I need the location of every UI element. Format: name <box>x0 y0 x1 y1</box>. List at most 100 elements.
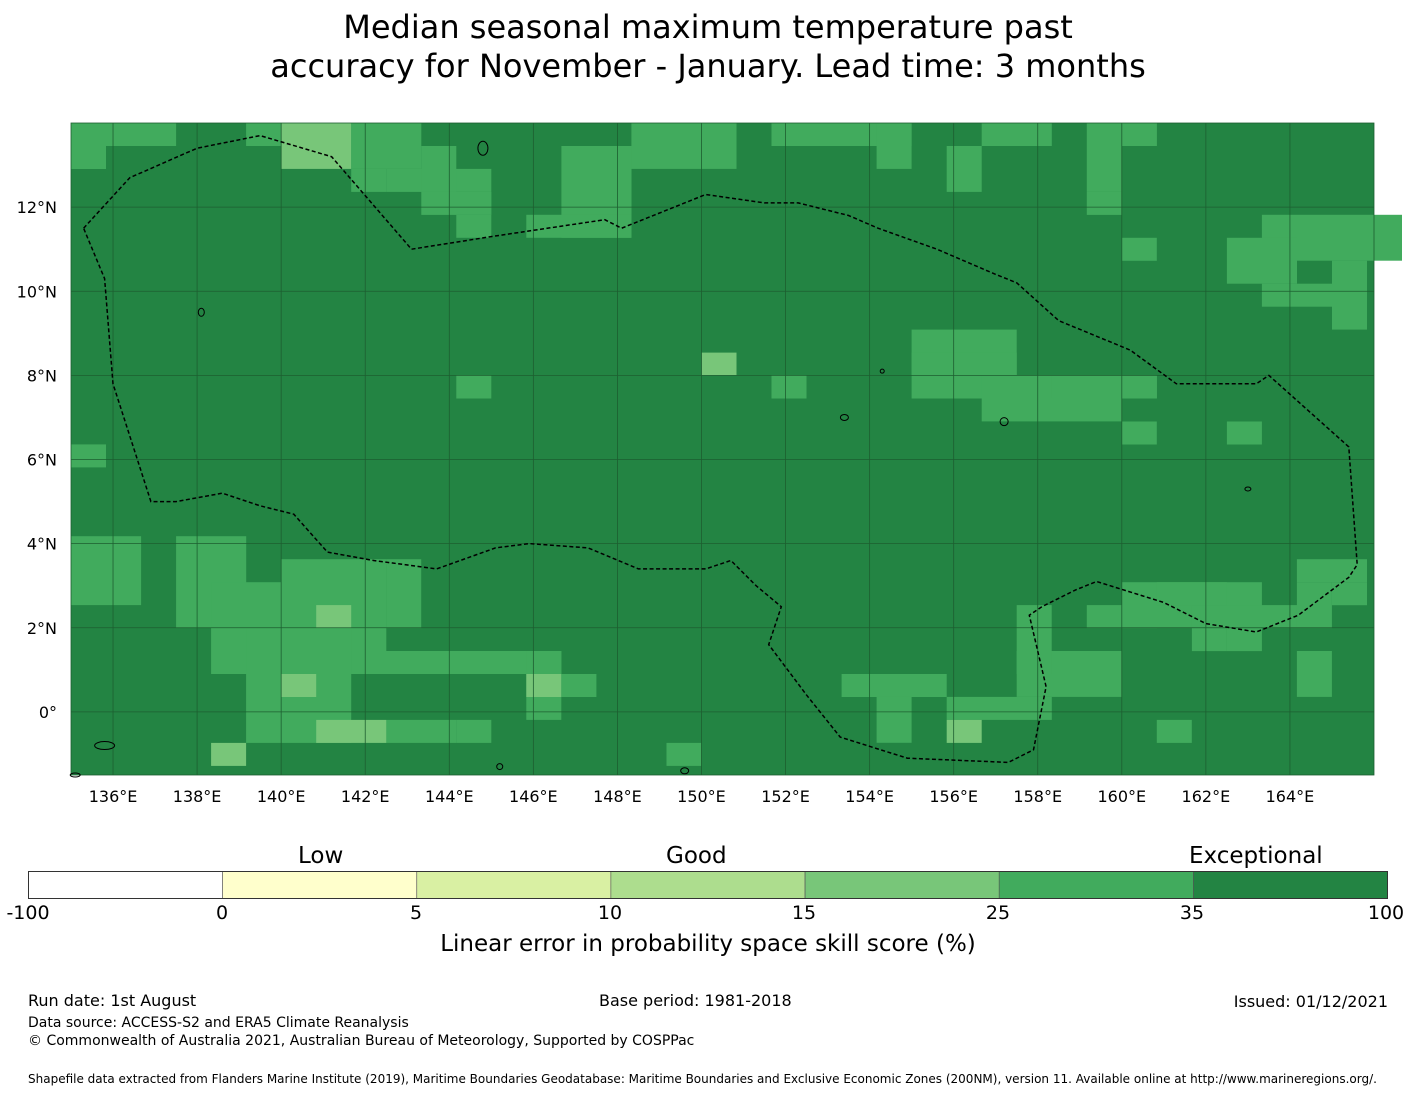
lon-tick-label: 162°E <box>1182 787 1231 806</box>
island-outline <box>1244 486 1252 492</box>
lat-tick-label: 12°N <box>17 198 57 217</box>
cell-good-high <box>1016 605 1052 674</box>
cell-good-high <box>1121 421 1157 445</box>
lon-tick-label: 136°E <box>89 787 138 806</box>
longitude-tick-labels: 136°E 138°E 140°E 142°E 144°E 146°E 148°E 150°E… <box>89 787 1315 806</box>
cell-good-high <box>421 191 492 215</box>
cell-good-high <box>631 123 737 169</box>
colorbar-segment <box>1193 871 1388 899</box>
island-outline <box>999 417 1009 427</box>
cell-good-high <box>1156 719 1192 743</box>
cell-good-high <box>526 214 632 238</box>
cell-good-mid <box>316 605 352 629</box>
cell-good-high <box>841 674 947 697</box>
data-source: Data source: ACCESS-S2 and ERA5 Climate … <box>28 1015 409 1031</box>
cell-good-high <box>561 674 597 697</box>
cell-good-high <box>771 375 807 399</box>
cell-good-high <box>351 123 422 169</box>
cell-good-high <box>71 146 106 169</box>
lon-tick-label: 156°E <box>929 787 978 806</box>
lat-tick-label: 0° <box>39 703 57 722</box>
cell-good-high <box>876 696 912 743</box>
lat-tick-label: 2°N <box>27 619 57 638</box>
chart-title-line-1: Median seasonal maximum temperature past <box>343 8 1073 46</box>
island-outline <box>680 767 690 775</box>
cell-good-high <box>1226 421 1262 445</box>
cell-good-high <box>1086 146 1122 192</box>
cell-good-high <box>351 168 387 192</box>
skill-grid-cells <box>71 123 1402 775</box>
lon-tick-label: 164°E <box>1266 787 1315 806</box>
latitude-tick-labels: 12°N 10°N 8°N 6°N 4°N 2°N 0° <box>17 198 57 722</box>
copyright: © Commonwealth of Australia 2021, Austra… <box>28 1033 695 1049</box>
cell-good-mid <box>701 352 737 376</box>
lon-tick-label: 142°E <box>341 787 390 806</box>
colorbar-segment <box>610 871 806 899</box>
colorbar-tick: 5 <box>409 902 423 924</box>
cell-good-high <box>1296 582 1332 629</box>
base-period: Base period: 1981-2018 <box>599 991 792 1010</box>
lon-tick-label: 158°E <box>1013 787 1062 806</box>
cell-good-high <box>1121 375 1157 399</box>
colorbar-tick: -100 <box>6 902 50 924</box>
cell-good-high <box>1086 191 1122 215</box>
colorbar-tick: 25 <box>985 902 1011 924</box>
cell-good-high <box>1156 582 1227 606</box>
map-gridlines <box>70 122 1375 776</box>
colorbar-segment <box>804 871 1000 899</box>
cell-good-high <box>1332 582 1367 606</box>
cell-good-mid <box>281 674 317 697</box>
cell-good-high <box>71 123 177 146</box>
cell-good-high <box>1296 559 1367 583</box>
lat-tick-label: 10°N <box>17 282 57 301</box>
cell-good-high <box>876 123 912 146</box>
lon-tick-label: 152°E <box>761 787 810 806</box>
colorbar-tick: 15 <box>791 902 817 924</box>
island-outline <box>94 741 116 751</box>
cell-good-high <box>1191 605 1297 629</box>
colorbar-segment <box>28 871 223 899</box>
cell-good-high <box>456 214 492 238</box>
cell-good-high <box>386 719 457 743</box>
lon-tick-label: 144°E <box>425 787 474 806</box>
cell-good-high <box>71 444 106 468</box>
cell-good-high <box>771 123 877 146</box>
cell-good-mid <box>316 719 387 743</box>
colorbar-tick: 100 <box>1367 902 1405 924</box>
issued-date: Issued: 01/12/2021 <box>1233 992 1388 1011</box>
cell-good-high <box>1296 651 1332 697</box>
lon-tick-label: 146°E <box>509 787 558 806</box>
colorbar-tick: 10 <box>597 902 623 924</box>
cell-good-high <box>1121 237 1157 261</box>
colorbar-segment <box>222 871 418 899</box>
island-outline <box>879 368 885 374</box>
cell-good-high <box>1191 628 1227 652</box>
island-outline <box>496 763 504 771</box>
cell-good-high <box>1261 283 1332 307</box>
island-outline <box>839 413 849 421</box>
cell-good-high <box>71 536 142 606</box>
colorbar-category-exceptional: Exceptional <box>1189 843 1323 869</box>
colorbar <box>28 871 1388 899</box>
colorbar-segment <box>998 871 1194 899</box>
cell-good-high <box>946 146 982 192</box>
cell-good-high <box>1226 237 1297 284</box>
cell-good-high <box>946 696 1052 720</box>
cell-good-mid <box>526 674 562 697</box>
cell-good-high <box>421 146 457 192</box>
cell-good-high <box>456 719 492 743</box>
cell-good-mid <box>946 719 982 743</box>
cell-good-high <box>456 375 492 399</box>
lon-tick-label: 160°E <box>1097 787 1146 806</box>
colorbar-tick: 35 <box>1179 902 1205 924</box>
colorbar-label: Linear error in probability space skill … <box>440 931 976 957</box>
colorbar-category-good: Good <box>666 843 727 869</box>
cell-good-high <box>1332 260 1367 330</box>
cell-good-mid <box>211 742 247 766</box>
cell-good-high <box>1226 628 1262 652</box>
lat-tick-label: 8°N <box>27 366 57 385</box>
colorbar-tick: 0 <box>215 902 229 924</box>
island-outline <box>477 140 489 156</box>
cell-good-high <box>351 651 562 674</box>
